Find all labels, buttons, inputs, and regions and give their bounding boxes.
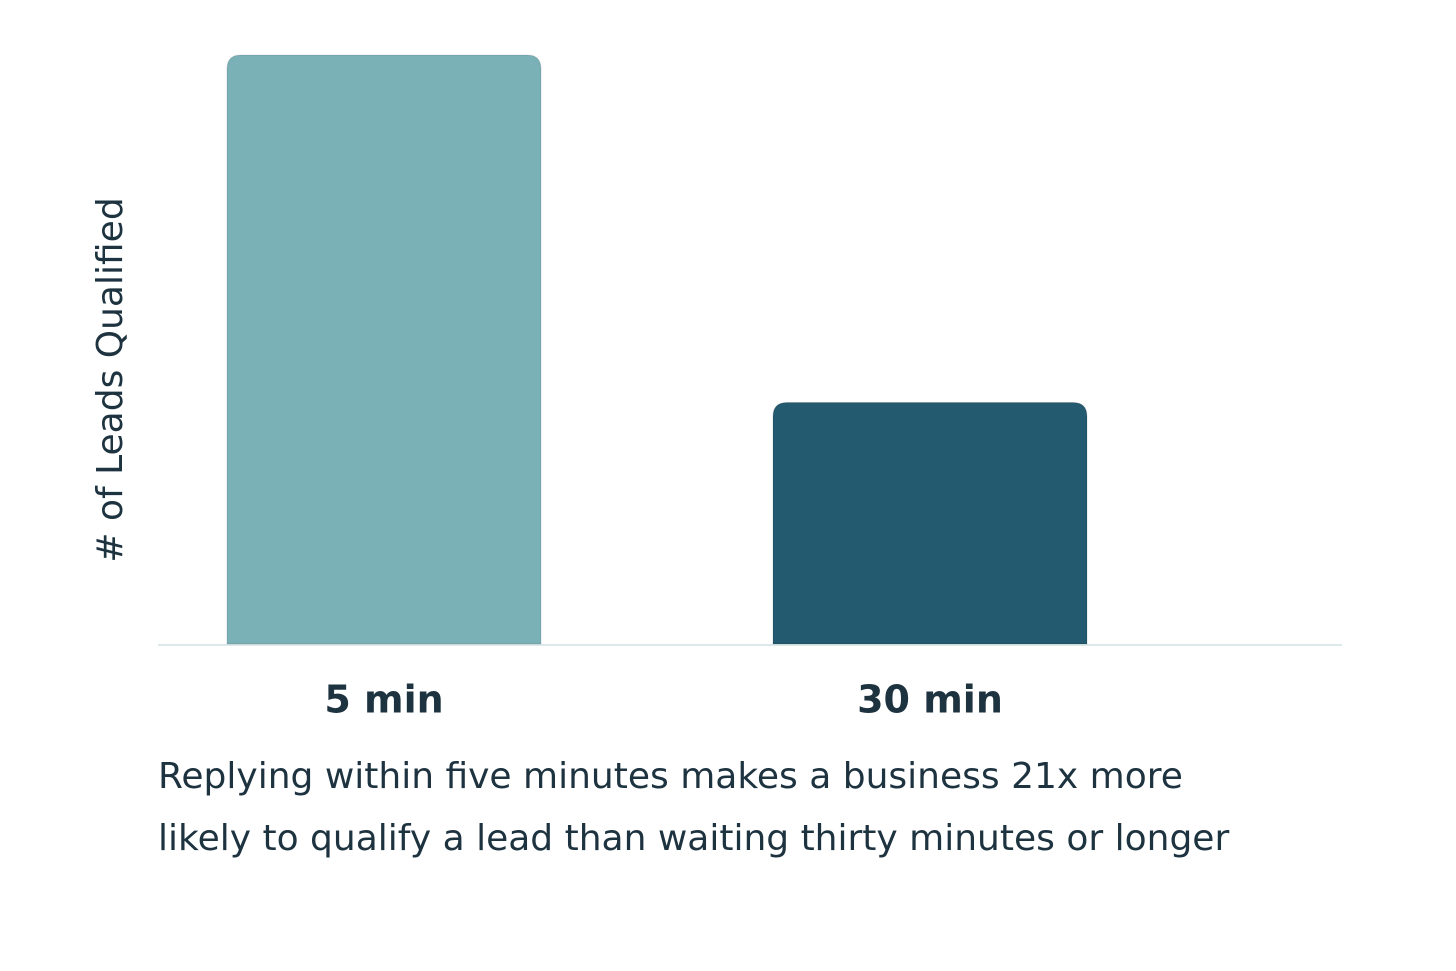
caption-line: likely to qualify a lead than waiting th… bbox=[158, 818, 1229, 859]
bar bbox=[772, 402, 1088, 645]
caption-line: Replying within five minutes makes a bus… bbox=[158, 756, 1183, 797]
x-tick-label: 5 min bbox=[324, 678, 443, 722]
bar bbox=[226, 54, 542, 645]
y-axis-label: # of Leads Qualified bbox=[90, 197, 131, 562]
x-tick-label: 30 min bbox=[857, 678, 1003, 722]
